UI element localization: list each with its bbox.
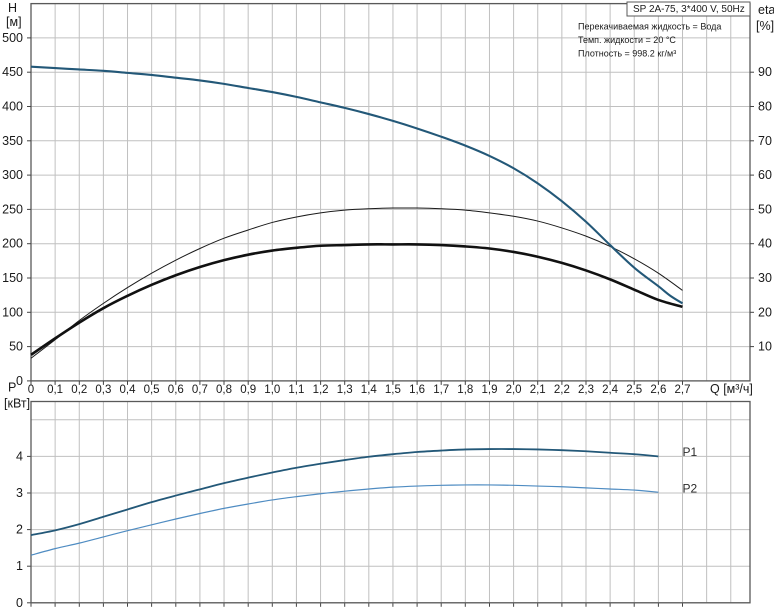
svg-text:1: 1 bbox=[16, 559, 23, 573]
svg-text:[кВт]: [кВт] bbox=[4, 397, 30, 411]
svg-text:0: 0 bbox=[16, 596, 23, 610]
svg-text:40: 40 bbox=[758, 237, 772, 251]
svg-text:Плотность = 998.2 кг/м³: Плотность = 998.2 кг/м³ bbox=[578, 49, 676, 59]
svg-text:2,6: 2,6 bbox=[650, 384, 666, 396]
svg-text:500: 500 bbox=[2, 31, 23, 45]
svg-text:1,0: 1,0 bbox=[264, 384, 280, 396]
svg-text:80: 80 bbox=[758, 100, 772, 114]
svg-text:2,5: 2,5 bbox=[626, 384, 642, 396]
svg-text:2,3: 2,3 bbox=[578, 384, 594, 396]
svg-text:1,4: 1,4 bbox=[361, 384, 378, 396]
svg-text:[%]: [%] bbox=[756, 19, 774, 33]
svg-text:3: 3 bbox=[16, 486, 23, 500]
svg-text:0,2: 0,2 bbox=[71, 384, 87, 396]
svg-text:350: 350 bbox=[2, 134, 23, 148]
svg-text:0,9: 0,9 bbox=[240, 384, 256, 396]
svg-text:1,8: 1,8 bbox=[457, 384, 473, 396]
svg-text:1,7: 1,7 bbox=[433, 384, 449, 396]
svg-text:1,6: 1,6 bbox=[409, 384, 425, 396]
svg-text:2,7: 2,7 bbox=[675, 384, 691, 396]
svg-text:[м]: [м] bbox=[6, 15, 22, 29]
svg-text:0,1: 0,1 bbox=[47, 384, 63, 396]
svg-text:P: P bbox=[8, 381, 16, 395]
svg-text:Q [м³/ч]: Q [м³/ч] bbox=[710, 382, 753, 396]
svg-text:200: 200 bbox=[2, 237, 23, 251]
svg-text:100: 100 bbox=[2, 305, 23, 319]
svg-text:Перекачиваемая жидкость = Вода: Перекачиваемая жидкость = Вода bbox=[578, 22, 721, 32]
svg-text:400: 400 bbox=[2, 100, 23, 114]
svg-text:Темп. жидкости = 20 °C: Темп. жидкости = 20 °C bbox=[578, 35, 676, 45]
svg-text:1,5: 1,5 bbox=[385, 384, 401, 396]
svg-text:4: 4 bbox=[16, 449, 23, 463]
svg-text:0,8: 0,8 bbox=[216, 384, 232, 396]
svg-text:60: 60 bbox=[758, 168, 772, 182]
svg-text:0,7: 0,7 bbox=[192, 384, 208, 396]
svg-text:50: 50 bbox=[758, 202, 772, 216]
svg-text:SP 2A-75, 3*400 V, 50Hz: SP 2A-75, 3*400 V, 50Hz bbox=[633, 4, 745, 15]
svg-text:P1: P1 bbox=[683, 445, 698, 459]
svg-text:eta: eta bbox=[758, 3, 774, 17]
svg-text:90: 90 bbox=[758, 65, 772, 79]
svg-text:0,5: 0,5 bbox=[144, 384, 160, 396]
svg-text:2,2: 2,2 bbox=[554, 384, 570, 396]
svg-text:0: 0 bbox=[28, 384, 34, 396]
svg-text:1,9: 1,9 bbox=[482, 384, 498, 396]
svg-text:0: 0 bbox=[16, 374, 23, 388]
svg-text:300: 300 bbox=[2, 168, 23, 182]
svg-text:450: 450 bbox=[2, 65, 23, 79]
svg-text:250: 250 bbox=[2, 202, 23, 216]
svg-text:1,3: 1,3 bbox=[337, 384, 353, 396]
svg-text:0,3: 0,3 bbox=[95, 384, 111, 396]
svg-text:50: 50 bbox=[9, 340, 23, 354]
svg-text:2,4: 2,4 bbox=[602, 384, 619, 396]
svg-text:10: 10 bbox=[758, 340, 772, 354]
svg-text:70: 70 bbox=[758, 134, 772, 148]
svg-text:P2: P2 bbox=[683, 482, 698, 496]
svg-text:1,2: 1,2 bbox=[313, 384, 329, 396]
svg-text:0,4: 0,4 bbox=[120, 384, 137, 396]
svg-text:20: 20 bbox=[758, 305, 772, 319]
svg-text:2,0: 2,0 bbox=[506, 384, 522, 396]
svg-text:1,1: 1,1 bbox=[288, 384, 304, 396]
svg-text:30: 30 bbox=[758, 271, 772, 285]
svg-text:2,1: 2,1 bbox=[530, 384, 546, 396]
svg-text:150: 150 bbox=[2, 271, 23, 285]
svg-text:0,6: 0,6 bbox=[168, 384, 184, 396]
svg-text:H: H bbox=[8, 1, 17, 15]
svg-text:2: 2 bbox=[16, 523, 23, 537]
